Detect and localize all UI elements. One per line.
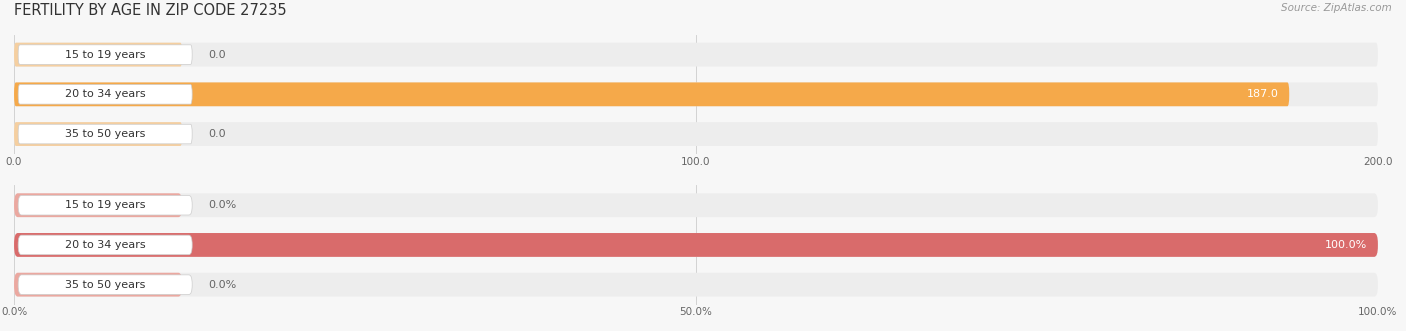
FancyBboxPatch shape bbox=[14, 82, 1378, 106]
FancyBboxPatch shape bbox=[14, 233, 1378, 257]
FancyBboxPatch shape bbox=[14, 43, 183, 67]
FancyBboxPatch shape bbox=[14, 122, 183, 146]
Text: 35 to 50 years: 35 to 50 years bbox=[65, 129, 145, 139]
FancyBboxPatch shape bbox=[18, 195, 193, 215]
FancyBboxPatch shape bbox=[14, 273, 183, 297]
Text: 20 to 34 years: 20 to 34 years bbox=[65, 240, 145, 250]
Text: 20 to 34 years: 20 to 34 years bbox=[65, 89, 145, 99]
FancyBboxPatch shape bbox=[18, 235, 193, 255]
FancyBboxPatch shape bbox=[14, 273, 1378, 297]
Text: 100.0%: 100.0% bbox=[1324, 240, 1367, 250]
FancyBboxPatch shape bbox=[14, 122, 1378, 146]
Text: 0.0: 0.0 bbox=[208, 50, 226, 60]
Text: Source: ZipAtlas.com: Source: ZipAtlas.com bbox=[1281, 3, 1392, 13]
Text: 187.0: 187.0 bbox=[1247, 89, 1278, 99]
Text: 35 to 50 years: 35 to 50 years bbox=[65, 280, 145, 290]
FancyBboxPatch shape bbox=[18, 84, 193, 104]
Text: 15 to 19 years: 15 to 19 years bbox=[65, 50, 145, 60]
FancyBboxPatch shape bbox=[18, 124, 193, 144]
Text: FERTILITY BY AGE IN ZIP CODE 27235: FERTILITY BY AGE IN ZIP CODE 27235 bbox=[14, 3, 287, 18]
FancyBboxPatch shape bbox=[14, 82, 1289, 106]
FancyBboxPatch shape bbox=[18, 275, 193, 295]
Text: 0.0: 0.0 bbox=[208, 129, 226, 139]
FancyBboxPatch shape bbox=[14, 193, 1378, 217]
FancyBboxPatch shape bbox=[14, 43, 1378, 67]
Text: 15 to 19 years: 15 to 19 years bbox=[65, 200, 145, 210]
FancyBboxPatch shape bbox=[14, 193, 183, 217]
FancyBboxPatch shape bbox=[14, 233, 1378, 257]
FancyBboxPatch shape bbox=[18, 45, 193, 65]
Text: 0.0%: 0.0% bbox=[208, 200, 236, 210]
Text: 0.0%: 0.0% bbox=[208, 280, 236, 290]
